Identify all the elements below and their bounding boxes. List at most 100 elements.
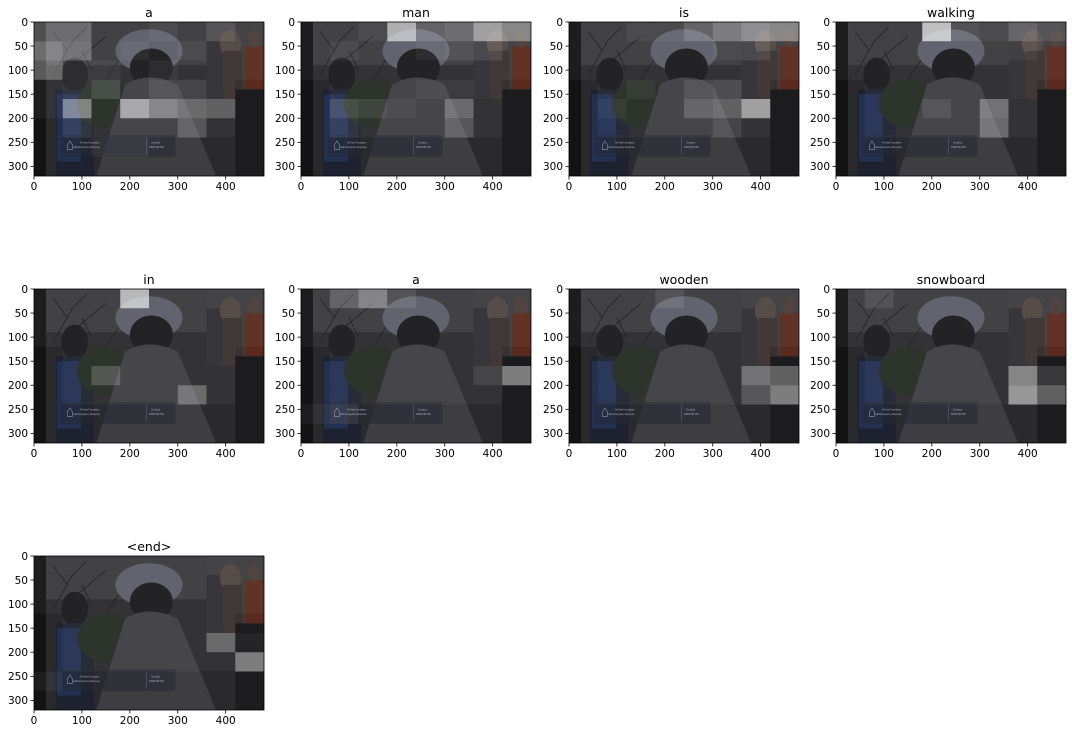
- attention-cell: [206, 41, 236, 61]
- attention-cell: [416, 60, 445, 80]
- attention-cell: [894, 424, 923, 443]
- attention-cell: [1037, 405, 1066, 424]
- attention-cell: [951, 157, 980, 176]
- attention-cell: [569, 157, 598, 176]
- y-tick-label: 100: [8, 599, 28, 611]
- attention-cell: [149, 157, 178, 176]
- x-tick-label: 200: [922, 181, 942, 193]
- attention-cell: [91, 137, 121, 157]
- attention-cell: [770, 60, 799, 80]
- attention-cell: [416, 41, 445, 61]
- attention-cell: [922, 327, 951, 347]
- attention-cell: [206, 289, 236, 309]
- attention-cell: [979, 79, 1009, 99]
- attention-cell: [712, 60, 742, 80]
- attention-cell: [177, 118, 207, 138]
- attention-cell: [979, 118, 1009, 138]
- attention-cell: [34, 614, 63, 633]
- attention-cell: [34, 424, 63, 443]
- attention-panel: walking Al-Khair Foundation Haiti Emergenc…: [810, 5, 1067, 193]
- attention-cell: [91, 366, 121, 386]
- attention-cell: [836, 22, 865, 42]
- attention-cell: [235, 118, 264, 137]
- attention-cell: [177, 346, 207, 366]
- attention-cell: [62, 366, 92, 386]
- x-tick-label: 100: [72, 448, 92, 460]
- attention-cell: [91, 41, 121, 61]
- attention-cell: [474, 138, 503, 157]
- panel-title: walking: [927, 5, 975, 20]
- attention-cell: [626, 385, 656, 405]
- attention-cell: [206, 613, 236, 633]
- attention-cell: [149, 138, 178, 157]
- attention-cell: [34, 594, 63, 614]
- attention-cell: [770, 327, 799, 347]
- attention-cell: [358, 308, 388, 328]
- panel-image: Al-Khair Foundation Haiti Emergency Respo…: [836, 22, 1066, 176]
- attention-cell: [713, 424, 742, 443]
- attention-cell: [712, 99, 742, 119]
- overlay-caption-text: Haiti Emergency Response: [875, 413, 902, 416]
- attention-cell: [473, 118, 503, 138]
- attention-cell: [387, 138, 416, 157]
- overlay-caption-text: 03000 999 786: [684, 147, 699, 149]
- attention-cell: [1009, 424, 1038, 443]
- attention-cell: [34, 99, 63, 119]
- attention-cell: [91, 633, 121, 653]
- attention-cell: [502, 385, 531, 404]
- axes-frame: [835, 21, 1067, 177]
- attention-cell: [922, 308, 951, 328]
- y-tick-label: 250: [8, 137, 28, 149]
- attention-cell: [91, 385, 121, 405]
- x-tick-label: 0: [31, 715, 38, 727]
- y-tick-label: 300: [810, 428, 830, 440]
- y-tick-label: 250: [543, 137, 563, 149]
- y-tick-label: 150: [810, 356, 830, 368]
- attention-cell: [770, 22, 799, 42]
- panel-image: Al-Khair Foundation Haiti Emergency Respo…: [836, 289, 1066, 443]
- attention-cell: [741, 41, 771, 61]
- attention-cell: [1037, 424, 1066, 443]
- y-tick-label: 50: [817, 41, 830, 53]
- attention-cell: [770, 138, 799, 157]
- attention-cell: [34, 157, 63, 176]
- attention-cell: [922, 157, 951, 176]
- attention-cell: [206, 79, 236, 99]
- attention-panel: a Al-Khair Foundation Haiti Emergency Resp…: [275, 272, 532, 460]
- attention-cell: [387, 405, 416, 424]
- y-tick-label: 200: [8, 647, 28, 659]
- attention-cell: [1037, 138, 1066, 157]
- attention-cell: [445, 424, 474, 443]
- attention-cell: [655, 289, 684, 309]
- attention-cell: [149, 405, 178, 424]
- attention-cell: [922, 118, 951, 138]
- x-tick-label: 200: [120, 181, 140, 193]
- y-tick-label: 100: [810, 332, 830, 344]
- attention-cell: [770, 289, 799, 309]
- attention-cell: [893, 289, 923, 309]
- attention-cell: [120, 556, 149, 576]
- attention-cell: [569, 424, 598, 443]
- attention-cell: [655, 424, 684, 443]
- y-tick-label: 150: [543, 89, 563, 101]
- x-tick-label: 0: [298, 181, 305, 193]
- attention-cell: [329, 385, 359, 405]
- attention-cell: [177, 575, 207, 595]
- attention-cell: [770, 308, 799, 328]
- attention-cell: [34, 308, 63, 328]
- attention-cell: [34, 138, 63, 157]
- attention-cell: [149, 79, 178, 99]
- attention-cell: [597, 41, 627, 61]
- attention-cell: [301, 289, 330, 309]
- attention-cell: [206, 327, 236, 347]
- attention-cell: [177, 327, 207, 347]
- attention-cell: [178, 672, 207, 691]
- attention-cell: [836, 289, 865, 309]
- attention-cell: [92, 405, 121, 424]
- attention-cell: [741, 118, 771, 138]
- overlay-caption-text: Al-Khair Foundation: [347, 408, 367, 411]
- attention-cell: [416, 118, 445, 138]
- attention-cell: [502, 327, 531, 347]
- attention-cell: [951, 308, 980, 328]
- attention-cell: [598, 157, 627, 176]
